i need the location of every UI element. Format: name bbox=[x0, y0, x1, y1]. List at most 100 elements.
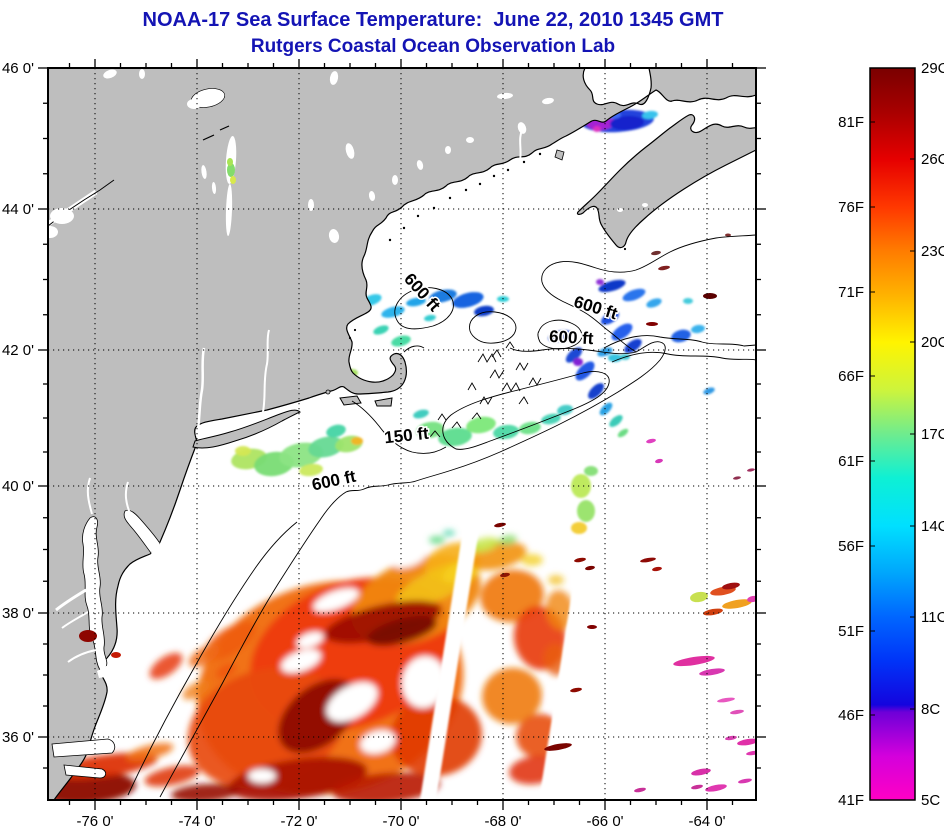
contour-150ft-georges-bank bbox=[442, 371, 610, 450]
inland-waters bbox=[48, 69, 648, 779]
sst-coastal-speck bbox=[230, 176, 236, 184]
sst-patch-cold bbox=[381, 306, 405, 318]
lat-tick-label: 46 0' bbox=[2, 60, 34, 77]
sst-patch-warm bbox=[367, 616, 437, 646]
colorbar-label-celsius: 17C bbox=[921, 426, 944, 443]
colorbar-label-celsius: 26C bbox=[921, 151, 944, 168]
chesapeake-bay bbox=[82, 516, 108, 673]
sst-patch-warm bbox=[188, 645, 220, 667]
cloud-hole bbox=[296, 631, 324, 649]
sst-patch-cold bbox=[622, 288, 646, 302]
sst-patch-mid bbox=[308, 436, 344, 458]
lat-tick-label: 38 0' bbox=[2, 605, 34, 622]
sst-patch-mid bbox=[466, 416, 496, 434]
sst-noise-streak bbox=[655, 458, 663, 464]
sst-noise-streak bbox=[640, 557, 656, 563]
albemarle-sound bbox=[51, 738, 116, 758]
sst-noise-streak bbox=[703, 608, 723, 616]
colorbar-label-celsius: 23C bbox=[921, 243, 944, 260]
lon-tick-label: -68 0' bbox=[484, 813, 521, 830]
cloud-hole bbox=[326, 682, 378, 722]
plot-title: NOAA-17 Sea Surface Temperature: June 22… bbox=[143, 9, 724, 31]
depth-contour-label: 600 ft bbox=[549, 327, 595, 348]
nantucket bbox=[374, 397, 393, 407]
sst-patch-cold bbox=[609, 415, 623, 427]
lon-tick-label: -64 0' bbox=[688, 813, 725, 830]
lat-tick-label: 42 0' bbox=[2, 342, 34, 359]
sst-noise-streak bbox=[574, 557, 586, 563]
sst-patch-cold bbox=[703, 387, 715, 395]
sst-patch-warm bbox=[443, 530, 455, 536]
sst-noise-streak bbox=[722, 582, 740, 590]
sst-noise-streak bbox=[570, 687, 582, 693]
lat-tick-label: 40 0' bbox=[2, 478, 34, 495]
colorbar-label-fahrenheit: 41F bbox=[838, 792, 864, 809]
colorbar: 29C 26C 23C 20C 17C 14C 11C 8C 5C 81F 76F 71F 66F 61F… bbox=[838, 60, 944, 809]
sst-patch-warm bbox=[182, 680, 210, 700]
sst-noise-streak bbox=[738, 778, 752, 784]
sst-noise-streak bbox=[730, 709, 744, 715]
colorbar-label-celsius: 8C bbox=[921, 701, 940, 718]
sst-patch-cold bbox=[610, 115, 644, 131]
sst-patch-mid bbox=[571, 474, 591, 498]
sst-noise-streak bbox=[673, 655, 715, 667]
sst-patch-warm bbox=[521, 554, 543, 566]
delaware-bay bbox=[123, 509, 160, 554]
sst-patch-cold bbox=[646, 298, 662, 308]
sst-mid-layer bbox=[231, 369, 598, 534]
sst-patch-mid bbox=[235, 446, 251, 456]
sst-patch-cold bbox=[424, 314, 436, 322]
sst-patch-warm bbox=[548, 575, 564, 585]
contour-ns-shelf-2 bbox=[611, 351, 756, 363]
sst-patch-cold bbox=[599, 402, 613, 416]
sst-patch-cold bbox=[391, 335, 411, 347]
cloud-hole bbox=[401, 656, 447, 708]
sst-noise-streaks bbox=[494, 233, 756, 793]
sst-noise-streak bbox=[646, 438, 656, 444]
lon-tick-label: -76 0' bbox=[76, 813, 113, 830]
sst-noise-streak bbox=[691, 768, 711, 776]
lon-tick-label: -72 0' bbox=[280, 813, 317, 830]
sst-patch-warm bbox=[332, 772, 440, 800]
cloud-hole bbox=[313, 588, 359, 612]
nova-scotia bbox=[576, 114, 756, 249]
colorbar-label-fahrenheit: 76F bbox=[838, 199, 864, 216]
sst-noise-streak bbox=[703, 293, 717, 299]
sst-patch-cold bbox=[600, 311, 620, 325]
sst-coastal-speck bbox=[79, 630, 97, 642]
sst-patch-mid bbox=[326, 424, 346, 438]
sst-patch-cold bbox=[691, 324, 705, 334]
graticule bbox=[48, 68, 756, 800]
sst-patch-warm bbox=[429, 536, 445, 544]
colorbar-label-fahrenheit: 46F bbox=[838, 707, 864, 724]
sst-patch-mid bbox=[416, 421, 444, 439]
block-island bbox=[325, 389, 331, 395]
sst-noise-streak bbox=[652, 566, 662, 572]
sst-noise-streak bbox=[725, 233, 731, 237]
sst-coastal-speck bbox=[111, 652, 121, 658]
sst-patch-mid bbox=[413, 409, 429, 419]
long-island bbox=[192, 409, 301, 449]
lon-tick-label: -74 0' bbox=[178, 813, 215, 830]
sst-patch-cold bbox=[548, 330, 572, 342]
sst-coastal-specks bbox=[79, 158, 236, 658]
sst-patch-cold bbox=[683, 298, 693, 304]
river-dashes bbox=[202, 125, 230, 141]
sst-patch-mid bbox=[351, 437, 363, 445]
lon-tick-label: -70 0' bbox=[382, 813, 419, 830]
sst-patch-warm bbox=[324, 600, 442, 644]
contour-600ft-georges-basin bbox=[537, 319, 583, 350]
sst-patch-cold bbox=[573, 358, 583, 366]
coastal-islets bbox=[348, 152, 627, 340]
sst-noise-streak bbox=[587, 625, 597, 629]
marthas-vineyard bbox=[339, 395, 362, 406]
sst-noise-streak bbox=[705, 784, 727, 792]
sst-patch-mid bbox=[571, 522, 587, 534]
pamlico-sound bbox=[63, 764, 106, 779]
sst-noise-streak bbox=[746, 750, 756, 756]
sst-noise-streak bbox=[651, 250, 661, 256]
sst-noise-streak bbox=[690, 591, 708, 603]
cloud-hole bbox=[280, 649, 322, 673]
sst-coastal-speck bbox=[227, 158, 233, 166]
